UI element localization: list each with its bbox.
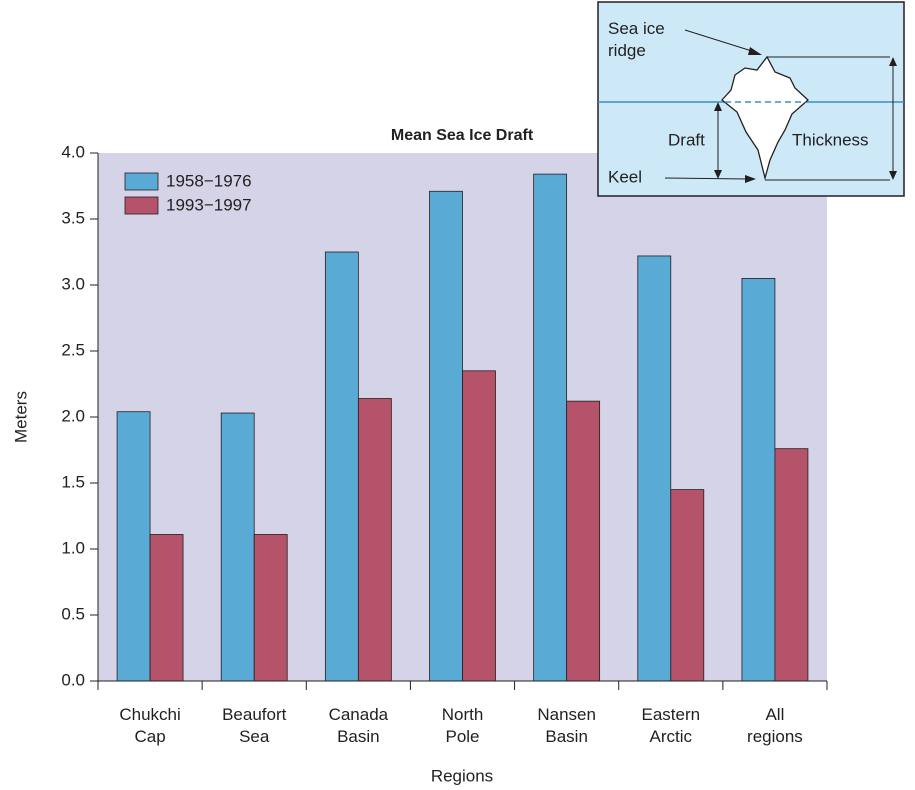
- bar: [566, 400, 601, 682]
- arrowhead: [745, 175, 756, 183]
- legend-swatch: [124, 172, 159, 191]
- x-tick-label: North Pole: [441, 705, 484, 746]
- ridge-label: Sea ice ridge: [608, 19, 665, 60]
- legend-label: 1993−1997: [166, 195, 252, 214]
- y-tick-label: 1.0: [61, 538, 85, 557]
- x-axis-label: Regions: [431, 766, 493, 785]
- bar: [324, 251, 359, 682]
- bar: [670, 489, 705, 682]
- bar: [429, 190, 463, 682]
- legend-swatch: [124, 196, 159, 215]
- x-tick-label: Beaufort Sea: [222, 705, 287, 746]
- y-tick-label: 2.0: [61, 406, 85, 425]
- bar: [533, 173, 568, 682]
- legend-label: 1958−1976: [166, 171, 252, 190]
- bar: [116, 411, 151, 682]
- x-tick-label: Chukchi Cap: [119, 705, 181, 746]
- draft-label: Draft: [668, 130, 705, 149]
- bar: [774, 448, 809, 682]
- x-tick-label: All regions: [747, 705, 803, 746]
- x-tick-label: Canada Basin: [328, 705, 389, 746]
- y-tick-label: 2.5: [61, 340, 85, 359]
- bar: [637, 255, 672, 682]
- bar: [253, 534, 288, 682]
- y-tick-label: 0.0: [61, 670, 85, 689]
- x-tick-label: Eastern Arctic: [641, 705, 701, 746]
- y-tick-label: 4.0: [61, 142, 85, 161]
- x-tick-label: Nansen Basin: [537, 705, 596, 746]
- y-tick-label: 3.5: [61, 208, 85, 227]
- ridge-arrow: [684, 29, 756, 53]
- keel-label: Keel: [608, 167, 642, 186]
- arrowhead: [748, 47, 762, 55]
- inset-diagram: Draft Thickness Keel: [597, 1, 905, 197]
- y-tick-label: 0.5: [61, 604, 85, 623]
- bar: [220, 412, 255, 682]
- keel-arrow: [664, 177, 749, 180]
- bar: [741, 277, 776, 682]
- y-tick-label: 3.0: [61, 274, 85, 293]
- bar: [357, 398, 392, 682]
- y-tick-label: 1.5: [61, 472, 85, 491]
- bar: [149, 534, 184, 682]
- bar: [462, 370, 496, 682]
- chart-title: Mean Sea Ice Draft: [391, 127, 534, 144]
- thickness-label: Thickness: [792, 130, 869, 149]
- y-axis-label: Meters: [11, 391, 30, 443]
- arrowheads: [714, 102, 722, 179]
